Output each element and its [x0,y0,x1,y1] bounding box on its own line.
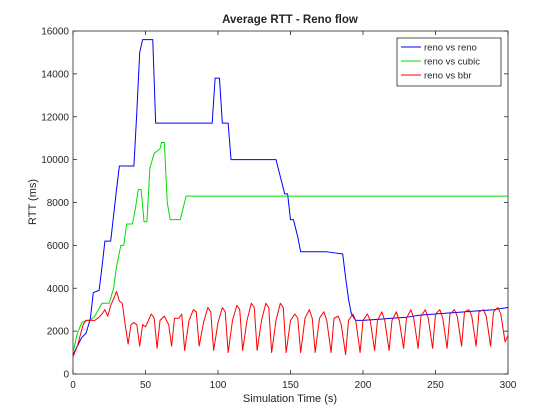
axis-ticks: 0 50 100 150 200 250 300 0 2000 4000 6000 8000 10000… [41,27,517,392]
x-tick-label: 250 [427,380,444,391]
legend-entry-reno-vs-bbr: reno vs bbr [424,71,472,82]
legend-entry-reno-vs-reno: reno vs reno [424,43,477,54]
series-lines [72,39,509,358]
legend-entry-reno-vs-cubic: reno vs cubic [424,57,480,68]
y-tick-label: 4000 [47,284,70,295]
y-tick-label: 16000 [41,27,69,38]
y-tick-label: 12000 [41,112,69,123]
x-tick-label: 100 [210,380,227,391]
y-tick-label: 10000 [41,155,69,166]
x-tick-label: 0 [70,380,76,391]
x-tick-label: 150 [282,380,299,391]
series-line-reno-vs-bbr [72,290,509,358]
y-tick-label: 14000 [41,69,69,80]
x-tick-label: 200 [355,380,372,391]
legend: reno vs reno reno vs cubic reno vs bbr [396,37,502,87]
x-tick-label: 300 [500,380,517,391]
y-tick-label: 6000 [47,241,70,252]
chart-title: Average RTT - Reno flow [222,14,358,26]
y-tick-label: 0 [63,370,69,381]
x-axis-label: Simulation Time (s) [243,393,337,405]
legend-box [396,37,502,87]
x-tick-label: 50 [140,380,152,391]
y-tick-label: 2000 [47,327,70,338]
y-axis-label: RTT (ms) [27,179,39,225]
y-tick-label: 8000 [47,198,70,209]
series-line-reno-vs-cubic [72,141,508,353]
